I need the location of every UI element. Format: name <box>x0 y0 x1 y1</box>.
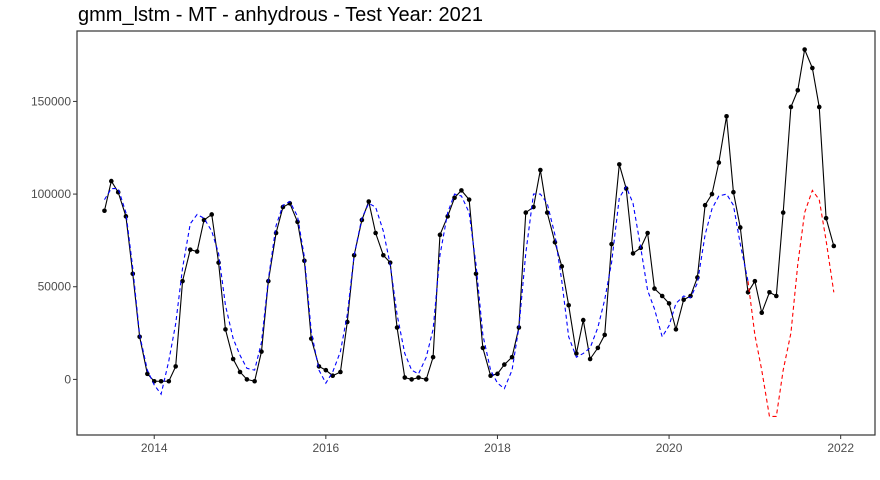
observed-data-point <box>102 208 107 214</box>
observed-data-point <box>473 271 479 277</box>
observed-data-point <box>488 373 493 379</box>
observed-data-point <box>523 210 529 215</box>
observed-data-point <box>767 290 772 295</box>
observed-data-point <box>617 162 622 167</box>
y-tick-label: 50000 <box>38 280 72 294</box>
observed-data-point <box>595 345 601 351</box>
observed-data-point <box>752 278 758 284</box>
observed-data-point <box>437 232 443 238</box>
observed-data-point <box>145 371 150 377</box>
observed-data-point <box>223 327 228 332</box>
observed-data-point <box>295 219 300 225</box>
observed-data-point <box>123 214 129 219</box>
y-tick-label: 100000 <box>31 187 71 201</box>
observed-data-point <box>452 195 457 201</box>
observed-data-point <box>602 332 608 338</box>
observed-data-point <box>709 191 715 197</box>
observed-data-point <box>580 317 586 323</box>
series-layer <box>102 47 837 418</box>
observed-data-point <box>502 362 507 367</box>
observed-data-point <box>259 349 264 354</box>
observed-data-point <box>280 204 286 210</box>
observed-data-point <box>645 230 650 236</box>
plot-panel <box>76 30 876 436</box>
axis-ticks: 2014 2016 2018 2020 2022 0 50000 100000 150000 <box>31 94 854 455</box>
observed-data-point <box>788 104 794 110</box>
observed-data-point <box>402 375 408 380</box>
observed-data-point <box>373 230 378 236</box>
observed-data-point <box>716 160 722 165</box>
observed-data-point <box>109 178 114 184</box>
x-tick-label: 2014 <box>141 441 168 455</box>
observed-data-point <box>566 302 571 308</box>
observed-data-point <box>659 293 665 299</box>
observed-data-point <box>816 104 822 110</box>
observed-data-point <box>731 189 736 195</box>
observed-data-point <box>831 243 837 249</box>
observed-data-point <box>366 199 372 204</box>
observed-data-point <box>538 167 543 173</box>
observed-data-point <box>187 247 193 252</box>
x-tick-label: 2022 <box>827 441 854 455</box>
observed-data-point <box>338 369 343 375</box>
observed-data-point <box>430 354 436 360</box>
observed-data-point <box>737 225 743 230</box>
observed-data-point <box>480 345 486 351</box>
observed-data-point <box>445 214 450 219</box>
observed-data-point <box>795 88 801 93</box>
observed-data-point <box>759 310 765 315</box>
observed-data-point <box>823 215 829 221</box>
observed-data-point <box>237 369 243 375</box>
observed-data-point <box>630 251 636 256</box>
observed-data-point <box>559 264 565 269</box>
observed-data-point <box>244 377 250 382</box>
observed-data-point <box>609 241 614 247</box>
observed-data-point <box>409 377 414 382</box>
observed-data-point <box>495 371 500 377</box>
x-tick-label: 2016 <box>312 441 339 455</box>
observed-data-point <box>180 278 185 284</box>
observed-data-point <box>673 327 679 332</box>
observed-data-point <box>623 186 629 191</box>
observed-data-point <box>230 356 236 362</box>
observed-data-point <box>681 297 686 303</box>
observed-data-point <box>702 202 708 208</box>
observed-data-point <box>544 210 550 215</box>
observed-data-point <box>780 210 786 215</box>
observed-data-point <box>466 197 472 202</box>
observed-data-point <box>774 293 779 299</box>
observed-data-point <box>173 364 178 369</box>
observed-data-point <box>201 217 207 223</box>
observed-data-point <box>166 378 172 384</box>
observed-data-point <box>810 65 815 71</box>
observed-data-point <box>423 377 429 382</box>
observed-data-point <box>459 188 464 193</box>
x-tick-label: 2018 <box>484 441 511 455</box>
chart-title: gmm_lstm - MT - anhydrous - Test Year: 2… <box>78 4 483 26</box>
observed-data-point <box>381 252 386 258</box>
y-tick-label: 150000 <box>31 94 71 108</box>
observed-data-point <box>151 378 157 384</box>
observed-data-point <box>666 301 672 306</box>
observed-data-point <box>194 249 200 254</box>
observed-data-point <box>509 354 515 360</box>
fitted-series-line <box>103 185 749 396</box>
observed-data-point <box>416 375 421 380</box>
observed-data-point <box>652 286 657 291</box>
observed-data-point <box>323 367 329 373</box>
observed-data-point <box>724 113 729 119</box>
x-tick-label: 2020 <box>656 441 683 455</box>
observed-data-point <box>252 378 257 384</box>
observed-data-point <box>574 351 579 356</box>
observed-data-point <box>330 373 336 379</box>
observed-data-point <box>695 275 700 280</box>
observed-data-point <box>802 47 807 52</box>
observed-data-point <box>209 212 215 217</box>
observed-data-point <box>158 378 164 384</box>
observed-data-point <box>394 325 400 330</box>
y-tick-label: 0 <box>64 372 71 386</box>
observed-data-point <box>587 356 593 362</box>
